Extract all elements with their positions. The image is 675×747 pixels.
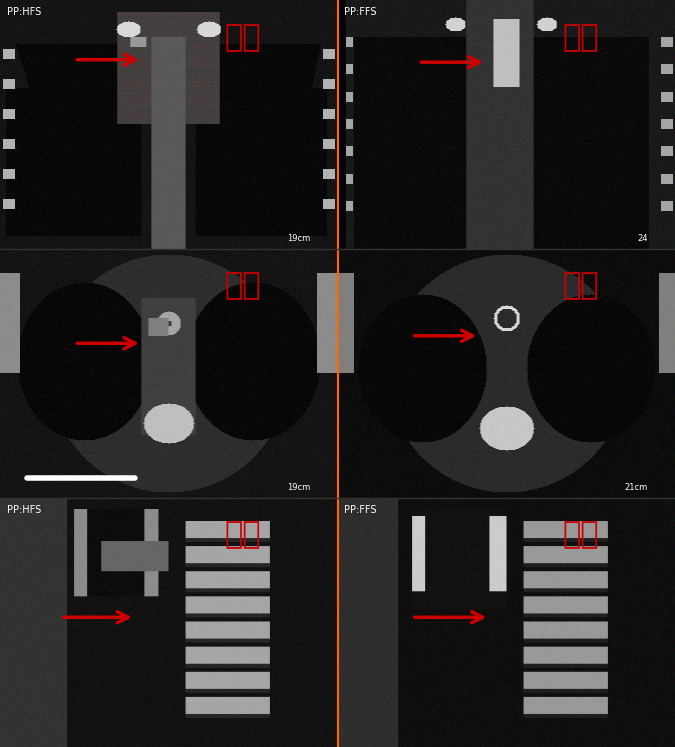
- Text: 术后: 术后: [562, 23, 599, 52]
- Text: 19cm: 19cm: [288, 483, 311, 492]
- Text: 21cm: 21cm: [625, 483, 648, 492]
- Text: 术前: 术前: [225, 23, 261, 52]
- Text: 术前: 术前: [225, 272, 261, 300]
- Text: 24: 24: [637, 235, 648, 244]
- Text: 术后: 术后: [562, 272, 599, 300]
- Text: PP:FFS: PP:FFS: [344, 505, 377, 515]
- Text: 术后: 术后: [562, 521, 599, 550]
- Text: PP:HFS: PP:HFS: [7, 7, 41, 17]
- Text: PP:FFS: PP:FFS: [344, 7, 377, 17]
- Text: PP:HFS: PP:HFS: [7, 505, 41, 515]
- Text: 术前: 术前: [225, 521, 261, 550]
- Text: 19cm: 19cm: [288, 235, 311, 244]
